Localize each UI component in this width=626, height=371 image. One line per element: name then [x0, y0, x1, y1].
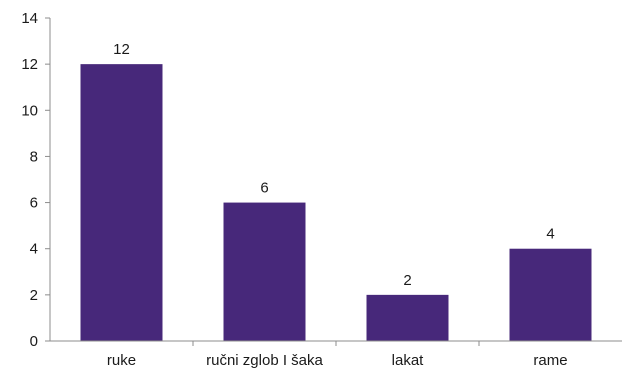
y-tick-label: 14: [21, 10, 38, 27]
y-tick-label: 4: [30, 241, 38, 258]
bar-2: [223, 202, 306, 341]
data-label-2: 6: [260, 180, 268, 197]
x-category-label-4: rame: [533, 352, 567, 369]
bars: [80, 64, 592, 342]
x-category-label-2: ručni zglob I šaka: [206, 352, 323, 369]
bar-4: [509, 248, 592, 341]
y-axis-ticks: 0 2 4 6 8 10 12 14: [21, 10, 480, 350]
data-labels: 12 6 2 4: [113, 41, 555, 289]
bar-3: [366, 294, 449, 341]
data-label-1: 12: [113, 41, 130, 58]
y-tick-label: 12: [21, 56, 38, 73]
x-category-label-3: lakat: [392, 352, 425, 369]
data-label-4: 4: [546, 226, 554, 243]
x-axis-labels: ruke ručni zglob I šaka lakat rame: [107, 352, 568, 369]
y-tick-label: 10: [21, 102, 38, 119]
x-category-label-1: ruke: [107, 352, 136, 369]
y-tick-label: 2: [30, 287, 38, 304]
y-tick-label: 6: [30, 195, 38, 212]
bar-1: [80, 64, 163, 342]
y-tick-label: 8: [30, 148, 38, 165]
data-label-3: 2: [403, 272, 411, 289]
y-tick-label: 0: [30, 333, 38, 350]
